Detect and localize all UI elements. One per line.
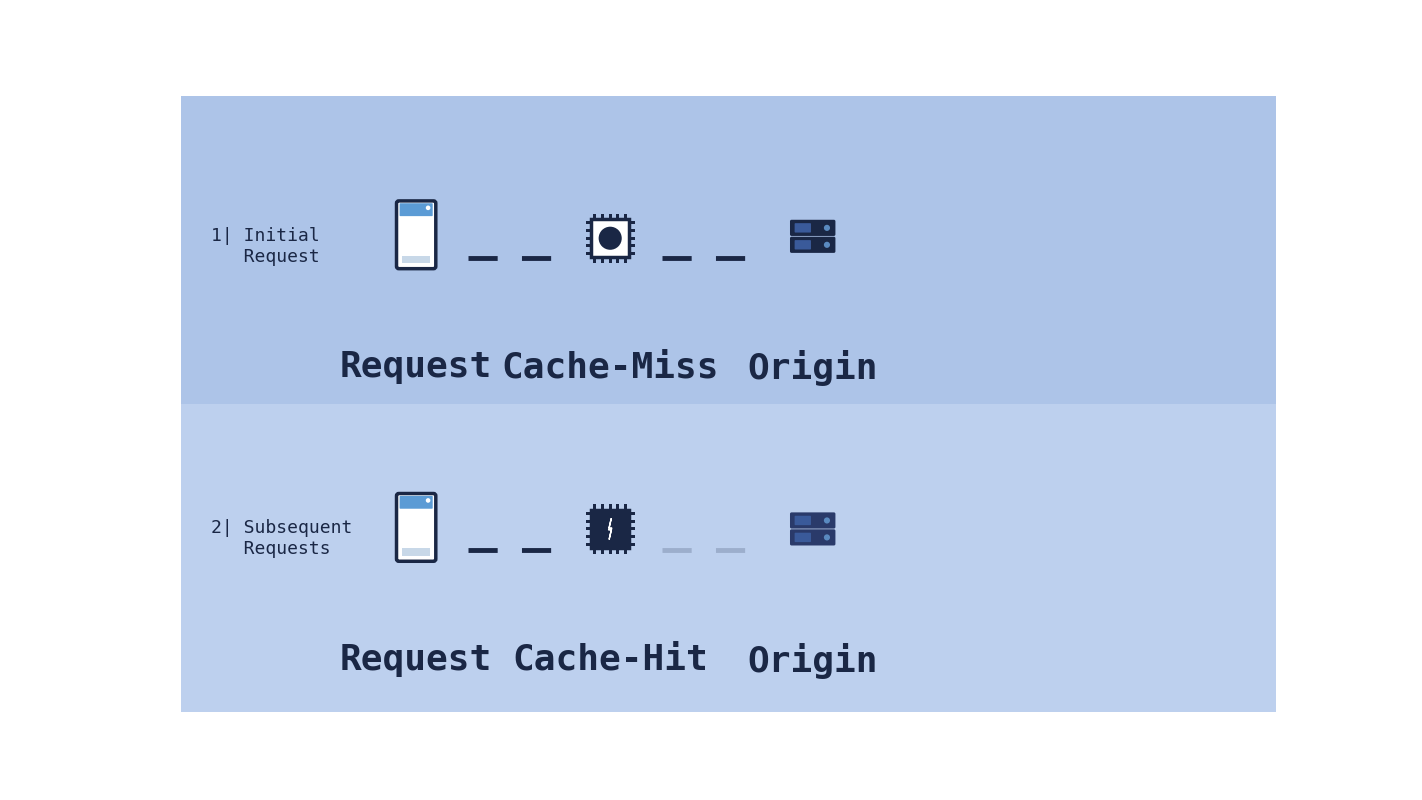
FancyBboxPatch shape	[397, 494, 435, 562]
Bar	[593, 548, 596, 554]
Bar	[630, 527, 634, 530]
FancyBboxPatch shape	[795, 533, 811, 542]
Circle shape	[823, 534, 830, 541]
Bar	[630, 222, 634, 224]
FancyBboxPatch shape	[791, 530, 835, 546]
Bar	[593, 214, 596, 219]
Circle shape	[599, 226, 621, 250]
FancyBboxPatch shape	[397, 201, 435, 269]
Bar	[586, 535, 592, 538]
Circle shape	[823, 518, 830, 523]
Bar	[586, 244, 592, 247]
Bar	[630, 229, 634, 232]
Bar	[182, 404, 1277, 712]
FancyBboxPatch shape	[592, 510, 630, 548]
Text: Origin: Origin	[748, 642, 877, 678]
Bar	[593, 504, 596, 510]
Bar	[586, 229, 592, 232]
Bar	[602, 214, 604, 219]
FancyBboxPatch shape	[791, 237, 835, 253]
Bar	[182, 96, 1277, 404]
Circle shape	[823, 225, 830, 231]
Bar	[616, 548, 620, 554]
Bar	[586, 252, 592, 255]
Bar	[630, 535, 634, 538]
Bar	[630, 512, 634, 515]
Bar	[624, 504, 627, 510]
Bar	[586, 512, 592, 515]
FancyBboxPatch shape	[400, 496, 432, 509]
Bar	[609, 504, 611, 510]
Bar	[586, 527, 592, 530]
Bar	[593, 258, 596, 263]
Bar	[630, 252, 634, 255]
Bar	[624, 258, 627, 263]
Bar	[630, 237, 634, 240]
Circle shape	[425, 206, 431, 210]
Bar	[624, 214, 627, 219]
FancyBboxPatch shape	[400, 203, 432, 216]
FancyBboxPatch shape	[795, 240, 811, 250]
Bar	[616, 258, 620, 263]
Text: Origin: Origin	[748, 350, 877, 386]
Bar	[616, 214, 620, 219]
Text: Request: Request	[340, 642, 492, 677]
Bar	[586, 237, 592, 240]
Bar	[402, 548, 431, 556]
FancyBboxPatch shape	[795, 516, 811, 525]
Bar	[624, 548, 627, 554]
Bar	[609, 214, 611, 219]
Bar	[609, 548, 611, 554]
Bar	[616, 504, 620, 510]
Bar	[602, 548, 604, 554]
Text: 1| Initial
   Request: 1| Initial Request	[210, 226, 320, 266]
Bar	[586, 520, 592, 522]
Bar	[630, 520, 634, 522]
Text: Cache-Miss: Cache-Miss	[502, 350, 720, 384]
Bar	[602, 258, 604, 263]
FancyBboxPatch shape	[795, 223, 811, 233]
FancyBboxPatch shape	[791, 220, 835, 236]
Circle shape	[823, 242, 830, 248]
FancyBboxPatch shape	[592, 219, 630, 258]
Bar	[586, 542, 592, 546]
Bar	[586, 222, 592, 224]
Bar	[602, 504, 604, 510]
Text: Request: Request	[340, 350, 492, 384]
Text: 2| Subsequent
   Requests: 2| Subsequent Requests	[210, 519, 351, 558]
Bar	[630, 244, 634, 247]
Polygon shape	[609, 518, 611, 539]
Text: Cache-Hit: Cache-Hit	[512, 642, 708, 677]
Circle shape	[425, 498, 431, 502]
FancyBboxPatch shape	[791, 512, 835, 529]
Bar	[609, 258, 611, 263]
Bar	[402, 256, 431, 263]
Bar	[630, 542, 634, 546]
